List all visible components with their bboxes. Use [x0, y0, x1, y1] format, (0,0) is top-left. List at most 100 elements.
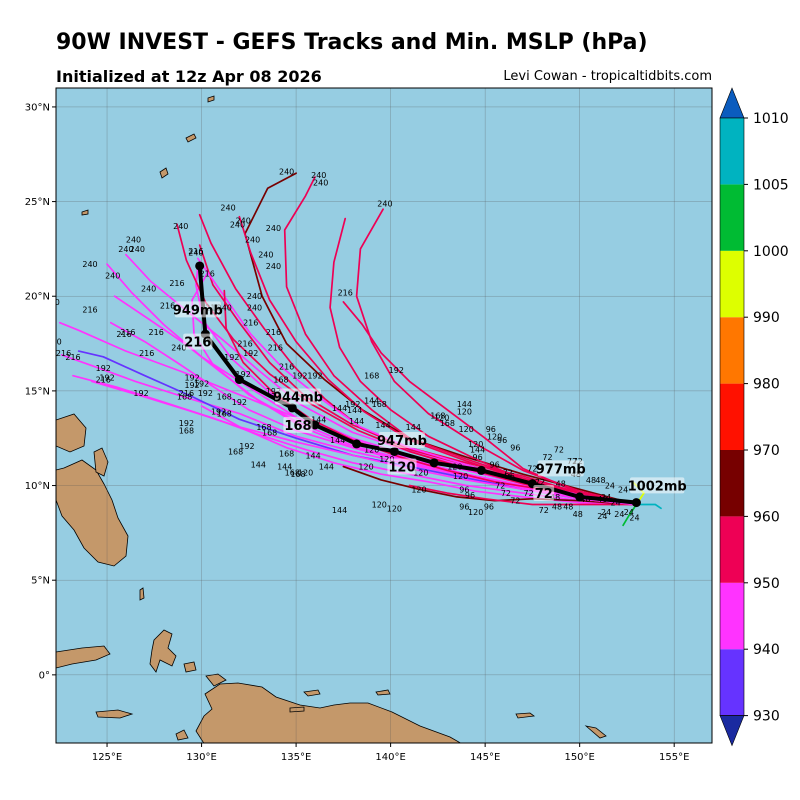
hour-label: 96 [465, 491, 475, 500]
member-track-2 [198, 244, 638, 506]
chart-title: 90W INVEST - GEFS Tracks and Min. MSLP (… [56, 30, 648, 55]
axis-ticks: 125°E 130°E 135°E 140°E 145°E 150°E 155°E 0° 5°N… [25, 102, 690, 763]
hour-label: 216 [169, 279, 184, 288]
member-track-6 [342, 301, 638, 506]
hour-label: 192 [211, 408, 226, 417]
hour-label: 48 [595, 476, 605, 485]
halmahera [149, 629, 177, 673]
mean-label-box [378, 432, 425, 449]
colorbar-label: 980 [753, 377, 780, 393]
hour-label: 24 [601, 493, 611, 502]
hour-label: 144 [311, 415, 326, 424]
hour-label: 120 [411, 485, 426, 494]
new-britain [515, 712, 536, 719]
mean-label: 216 [184, 336, 211, 351]
new-ireland [584, 725, 607, 739]
hour-label: 120 [413, 468, 428, 477]
colorbar-label: 950 [753, 576, 780, 592]
hour-label: 48 [552, 502, 562, 511]
mean-label: 944mb [273, 390, 323, 405]
colorbar-segment [720, 250, 744, 318]
hour-label: 240 [173, 222, 188, 231]
mean-label: 120 [388, 461, 415, 476]
hour-label: 240 [230, 220, 245, 229]
hour-label: 240 [126, 235, 141, 244]
aru [175, 729, 189, 741]
hour-label: 168 [285, 468, 300, 477]
colorbar-segment [720, 118, 744, 185]
hour-label: 192 [224, 353, 239, 362]
hour-label: 240 [118, 245, 133, 254]
hour-label: 216 [149, 328, 164, 337]
hour-label: 72 [524, 489, 534, 498]
lon-tick-label: 140°E [375, 752, 405, 763]
mean-label: 168 [284, 419, 311, 434]
hour-label: 240 [247, 292, 262, 301]
mean-track-point [234, 375, 244, 385]
hour-label: 48 [573, 510, 583, 519]
mean-label-box [283, 416, 313, 433]
yapen [289, 706, 305, 713]
sulawesi-north [56, 645, 111, 669]
colorbar-segment [720, 450, 744, 517]
hour-label: 240 [82, 260, 97, 269]
hour-label: 240 [46, 338, 61, 347]
hour-label: 168 [440, 419, 455, 428]
hour-label: 192 [266, 387, 281, 396]
hour-label: 120 [453, 472, 468, 481]
mean-track-point [287, 403, 297, 413]
hour-label: 240 [377, 199, 392, 208]
lat-lon-grid [56, 88, 712, 743]
lat-tick-label: 5°N [31, 576, 50, 587]
hour-label: 168 [273, 376, 288, 385]
ryukyu-2 [185, 133, 197, 143]
mean-label-box [174, 301, 221, 318]
hour-label: 120 [457, 408, 472, 417]
mean-track-point [631, 498, 641, 508]
colorbar-label: 1005 [753, 177, 789, 193]
hour-label: 144 [277, 463, 292, 472]
lon-tick-label: 145°E [470, 752, 500, 763]
hour-label: 192 [198, 389, 213, 398]
colorbar-segment [720, 383, 744, 450]
hour-label: 240 [105, 271, 120, 280]
hour-label: 240 [236, 217, 251, 226]
ryukyu-3 [207, 95, 215, 103]
hour-label: 168 [228, 447, 243, 456]
waigeo [183, 661, 197, 673]
hour-label: 240 [45, 298, 60, 307]
lon-tick-label: 155°E [659, 752, 689, 763]
hour-label: 72 [539, 506, 549, 515]
hour-label: 216 [243, 319, 258, 328]
hour-label: 240 [258, 251, 273, 260]
mean-label: 949mb [173, 303, 223, 318]
hour-label: 192 [194, 379, 209, 388]
hour-label: 144 [251, 461, 266, 470]
colorbar-label: 1000 [753, 244, 789, 260]
hour-label: 48 [586, 476, 596, 485]
lat-tick-label: 15°N [25, 386, 50, 397]
lat-tick-label: 20°N [25, 292, 50, 303]
hour-label: 120 [468, 508, 483, 517]
hour-label: 240 [266, 224, 281, 233]
hour-label: 168 [364, 372, 379, 381]
hour-label: 144 [319, 463, 334, 472]
colorbar-segment [720, 582, 744, 650]
hour-label: 96 [486, 425, 496, 434]
colorbar-over-arrow [719, 87, 745, 119]
mean-label: 977mb [536, 462, 586, 477]
hour-label: 120 [468, 440, 483, 449]
hour-label: 240 [188, 249, 203, 258]
hour-label: 24 [614, 510, 624, 519]
hour-label: 48 [556, 480, 566, 489]
hour-label: 216 [200, 270, 215, 279]
lat-tick-label: 10°N [25, 481, 50, 492]
ryukyu-4 [81, 209, 89, 216]
colorbar-label: 1010 [753, 111, 789, 127]
hour-label: 96 [472, 453, 482, 462]
hour-label: 192 [96, 364, 111, 373]
mean-label: 1002mb [628, 479, 687, 494]
hour-label: 168 [262, 429, 277, 438]
hour-label: 72 [503, 468, 513, 477]
hour-label: 120 [487, 432, 502, 441]
